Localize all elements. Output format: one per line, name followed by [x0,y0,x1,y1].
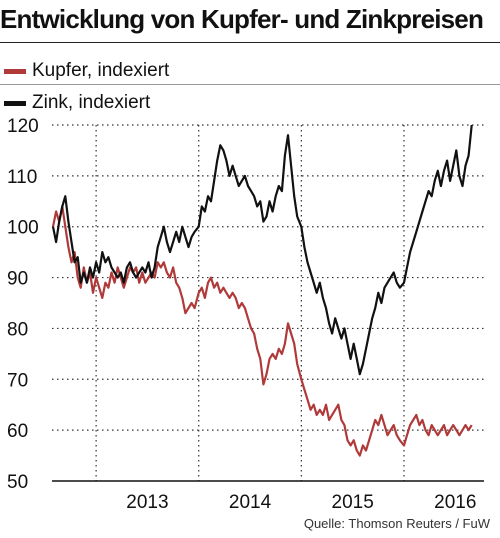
series-line-copper [51,205,473,457]
source-note: Quelle: Thomson Reuters / FuW [303,516,490,531]
x-tick-label: 2014 [229,492,272,513]
y-tick-label: 50 [7,472,28,493]
legend-divider [0,84,500,85]
legend-item-copper: Kupfer, indexiert [4,60,169,82]
legend-label-zinc: Zink, indexiert [32,92,151,113]
y-tick-label: 90 [7,269,28,290]
y-tick-label: 60 [7,421,28,442]
y-tick-label: 100 [7,218,39,239]
series-line-zinc [51,124,473,376]
x-tick-label: 2015 [332,492,374,513]
y-tick-label: 70 [7,370,28,391]
legend-item-zinc: Zink, indexiert [4,92,150,114]
chart-title: Entwicklung von Kupfer- und Zinkpreisen [0,4,484,34]
legend-swatch-zinc [4,100,26,106]
y-tick-label: 110 [7,167,37,188]
legend-label-copper: Kupfer, indexiert [32,60,170,81]
title-rule [0,42,500,43]
x-tick-label: 2013 [126,492,168,513]
y-tick-label: 80 [7,319,28,340]
legend-swatch-copper [4,68,26,74]
x-tick-label: 2016 [434,492,476,513]
y-tick-label: 120 [7,116,39,137]
